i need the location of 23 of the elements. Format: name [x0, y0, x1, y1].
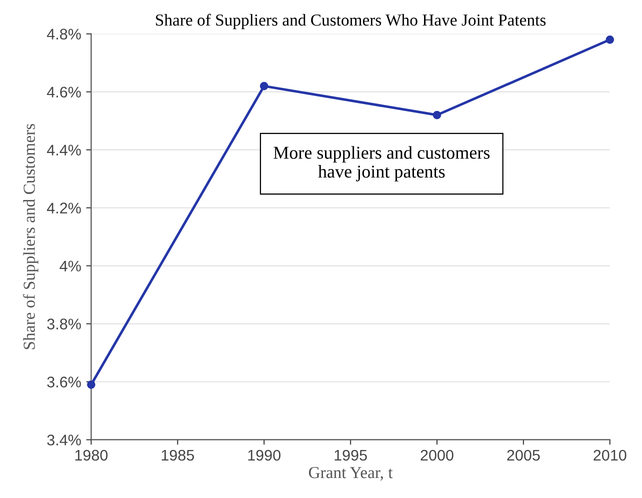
point	[432, 110, 442, 120]
x-tick-label: 2010	[594, 450, 626, 461]
y-tick-label: 4.2%	[46, 202, 81, 214]
x-tick-label: 1995	[334, 450, 367, 461]
y-tick-label: 3.8%	[47, 318, 81, 330]
point	[86, 380, 96, 389]
x-tick-label: 1985	[162, 450, 194, 461]
y-tick-label: 3.4%	[47, 434, 81, 446]
y-tick-label: 3.6%	[47, 376, 81, 388]
y-axis-title: Share of Suppliers and Customers	[23, 124, 38, 350]
y-tick-label: 4.6%	[46, 86, 81, 98]
chart-title: Share of Suppliers and Customers Who Have Joint Patents	[156, 14, 546, 30]
y-tick-label: 4%	[60, 260, 81, 272]
annotation: More suppliers and customers have joint patents	[274, 146, 490, 182]
x-tick-label: 1990	[248, 450, 280, 461]
point	[606, 35, 614, 44]
point	[260, 82, 268, 90]
y-tick-label: 4.8%	[46, 28, 81, 40]
x-axis-title: Grant Year, t	[308, 467, 393, 481]
x-tick-label: 2000	[420, 450, 454, 461]
x-tick-label: 2005	[507, 450, 540, 461]
x-tick-label: 1980	[75, 450, 108, 461]
y-tick-label: 4.4%	[46, 144, 81, 156]
